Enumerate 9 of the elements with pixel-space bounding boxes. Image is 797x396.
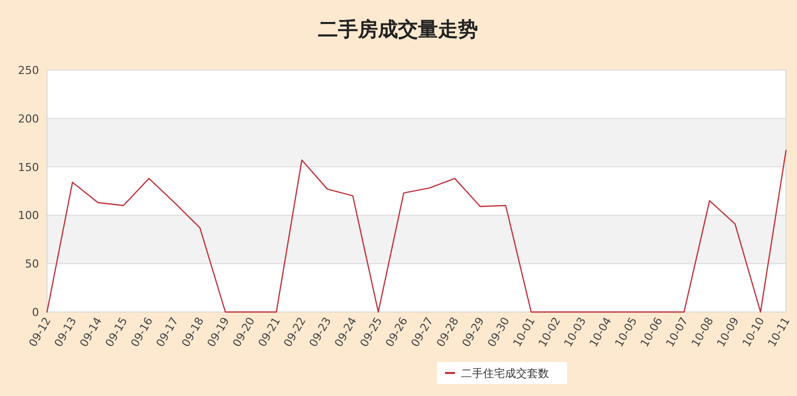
line-series bbox=[46, 150, 787, 313]
y-tick-label: 200 bbox=[18, 112, 39, 126]
y-tick-label: 100 bbox=[18, 209, 39, 222]
y-tick-label: 0 bbox=[32, 306, 39, 319]
legend-label: 二手住宅成交套数 bbox=[461, 367, 549, 380]
chart-title: 二手房成交量走势 bbox=[318, 17, 478, 41]
y-tick-label: 50 bbox=[25, 258, 39, 271]
y-tick-label: 150 bbox=[18, 160, 39, 174]
y-tick-label: 250 bbox=[18, 64, 39, 77]
